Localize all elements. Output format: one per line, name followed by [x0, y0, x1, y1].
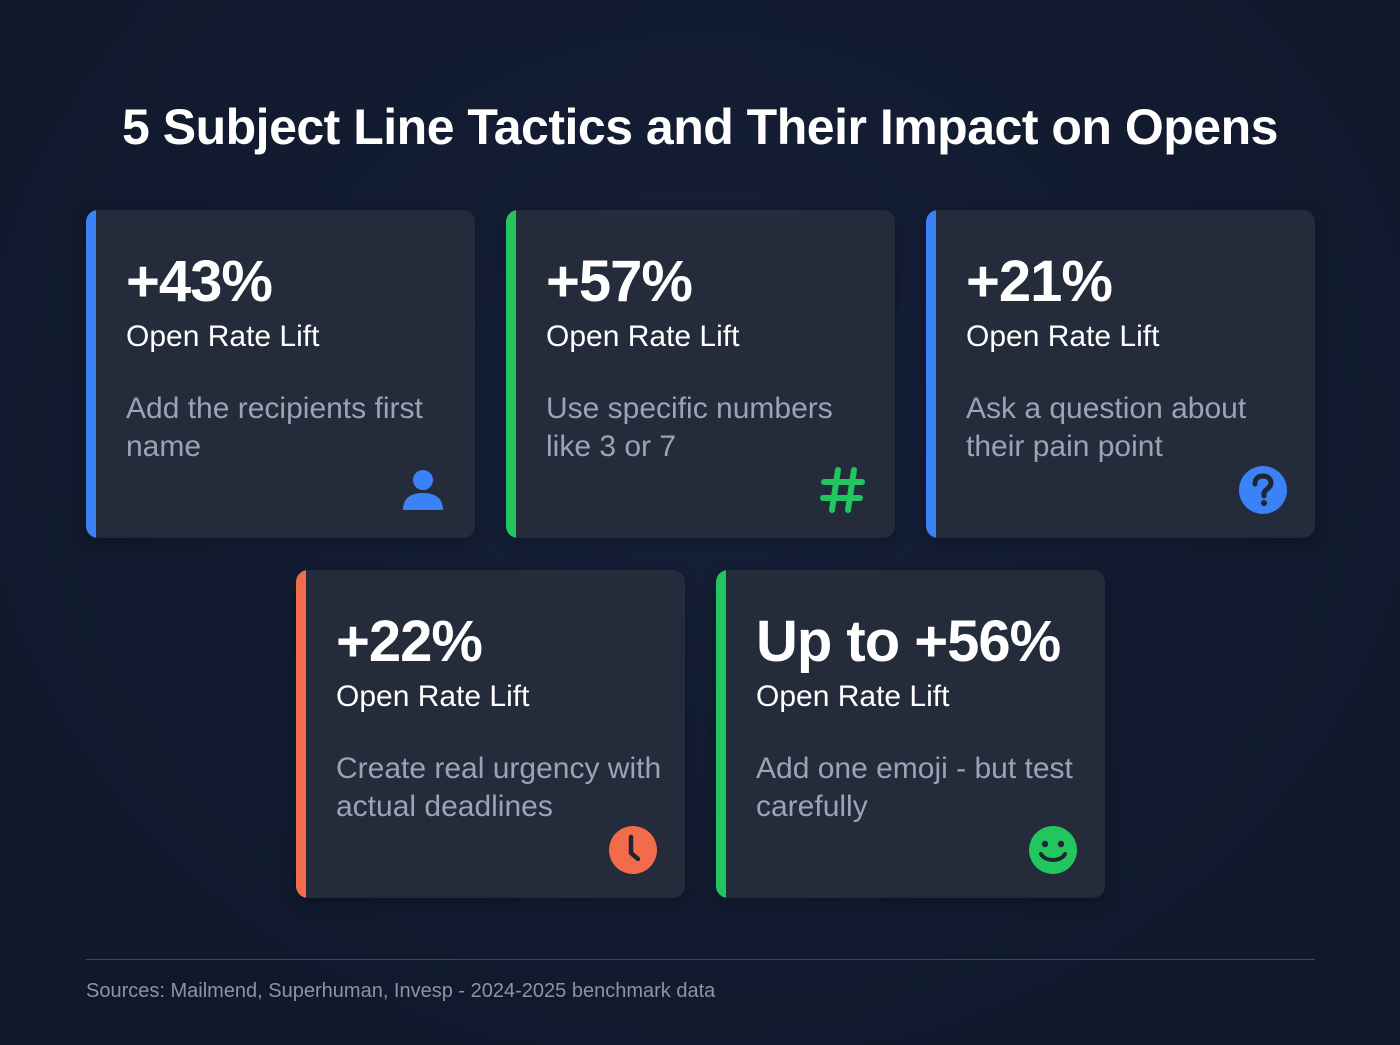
metric-label: Open Rate Lift	[966, 320, 1160, 353]
stat-value: +57%	[546, 249, 693, 314]
accent-bar	[296, 570, 306, 898]
stat-value: +43%	[126, 249, 273, 314]
accent-bar	[86, 210, 96, 538]
accent-bar	[716, 570, 726, 898]
tactic-card-question: +21% Open Rate Lift Ask a question about…	[926, 210, 1315, 538]
stat-value: +21%	[966, 249, 1113, 314]
tactic-card-emoji: Up to +56% Open Rate Lift Add one emoji …	[716, 570, 1105, 898]
footer-divider	[86, 959, 1315, 960]
stat-value: Up to +56%	[756, 609, 1061, 674]
tactic-description: Use specific numbers like 3 or 7	[546, 392, 833, 463]
question-icon	[1239, 466, 1287, 514]
accent-bar	[506, 210, 516, 538]
smiley-icon	[1029, 826, 1077, 874]
user-icon	[403, 470, 443, 510]
metric-label: Open Rate Lift	[126, 320, 320, 353]
metric-label: Open Rate Lift	[546, 320, 740, 353]
tactic-description: Create real urgency with actual deadline…	[336, 752, 662, 823]
tactic-description: Ask a question about their pain point	[966, 392, 1247, 463]
hash-icon	[820, 467, 865, 513]
stat-value: +22%	[336, 609, 483, 674]
tactic-description: Add one emoji - but test carefully	[756, 752, 1073, 823]
metric-label: Open Rate Lift	[336, 680, 530, 713]
tactic-card-urgency: +22% Open Rate Lift Create real urgency …	[296, 570, 685, 898]
metric-label: Open Rate Lift	[756, 680, 950, 713]
clock-icon	[609, 826, 657, 874]
tactic-card-numbers: +57% Open Rate Lift Use specific numbers…	[506, 210, 895, 538]
page-title: 5 Subject Line Tactics and Their Impact …	[122, 99, 1278, 155]
tactic-description: Add the recipients first name	[126, 392, 423, 463]
accent-bar	[926, 210, 936, 538]
tactic-card-first-name: +43% Open Rate Lift Add the recipients f…	[86, 210, 475, 538]
sources-note: Sources: Mailmend, Superhuman, Invesp - …	[86, 980, 716, 1002]
